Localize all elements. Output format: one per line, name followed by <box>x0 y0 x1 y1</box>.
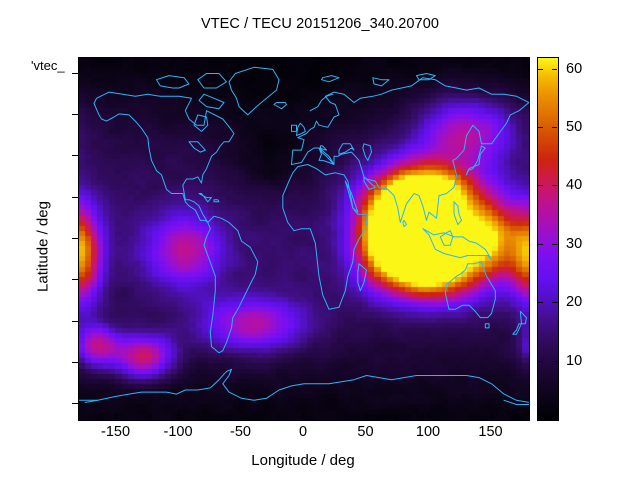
colorbar-tick-mark <box>552 302 557 304</box>
y-axis-tick-mark <box>72 155 78 157</box>
x-axis-tick-mark <box>240 413 242 419</box>
x-axis-tick-label: -50 <box>230 424 251 440</box>
colorbar-tick-label: 10 <box>566 352 583 369</box>
y-axis-tick-mark <box>72 403 78 405</box>
colorbar-tick-mark <box>538 302 543 304</box>
colorbar-tick-mark <box>552 360 557 362</box>
vtec-heatmap <box>79 58 529 420</box>
colorbar-tick-label: 40 <box>566 177 583 194</box>
x-axis-tick-label: 0 <box>298 424 308 440</box>
colorbar-tick-mark <box>552 68 557 70</box>
x-axis-tick-mark <box>303 413 304 419</box>
y-axis-title: Latitude / deg <box>34 201 52 292</box>
vtec-overlay-label: 'vtec_ <box>31 58 65 73</box>
colorbar-tick-mark <box>552 243 557 245</box>
colorbar-tick-mark <box>538 360 543 362</box>
y-axis-tick-mark <box>72 320 78 322</box>
colorbar-tick-mark <box>538 243 543 245</box>
x-axis-tick-label: 100 <box>415 424 441 440</box>
x-axis-tick-label: 150 <box>478 424 503 440</box>
x-axis-tick-mark <box>115 413 117 419</box>
colorbar-tick-label: 30 <box>566 235 583 252</box>
colorbar-tick-label: 50 <box>566 119 583 136</box>
colorbar-tick-mark <box>538 127 543 129</box>
y-axis-tick-mark <box>72 196 78 198</box>
x-axis-tick-mark <box>490 413 492 419</box>
map-plot-area[interactable] <box>78 57 530 421</box>
x-axis-tick-mark <box>428 413 429 419</box>
x-axis-tick-label: 50 <box>357 424 374 440</box>
colorbar-tick-label: 60 <box>566 60 583 77</box>
colorbar-tick-mark <box>552 127 557 129</box>
colorbar-tick-mark <box>538 185 543 187</box>
y-axis-tick-mark <box>72 279 78 281</box>
colorbar-tick-mark <box>552 185 557 187</box>
colorbar-gradient <box>538 58 558 420</box>
y-axis-tick-mark <box>72 72 78 74</box>
page-title: VTEC / TECU 20151206_340.20700 <box>200 16 440 32</box>
colorbar-tick-mark <box>538 68 543 70</box>
colorbar[interactable] <box>537 57 559 421</box>
colorbar-tick-label: 20 <box>566 294 583 311</box>
x-axis-title: Longitude / deg <box>251 452 355 469</box>
x-axis-tick-label: -100 <box>163 424 193 440</box>
x-axis-tick-mark <box>178 413 179 419</box>
x-axis-tick-mark <box>365 413 367 419</box>
x-axis-tick-label: -150 <box>100 424 131 440</box>
y-axis-tick-mark <box>72 238 78 239</box>
y-axis-tick-mark <box>72 113 78 115</box>
y-axis-tick-mark <box>72 362 78 364</box>
